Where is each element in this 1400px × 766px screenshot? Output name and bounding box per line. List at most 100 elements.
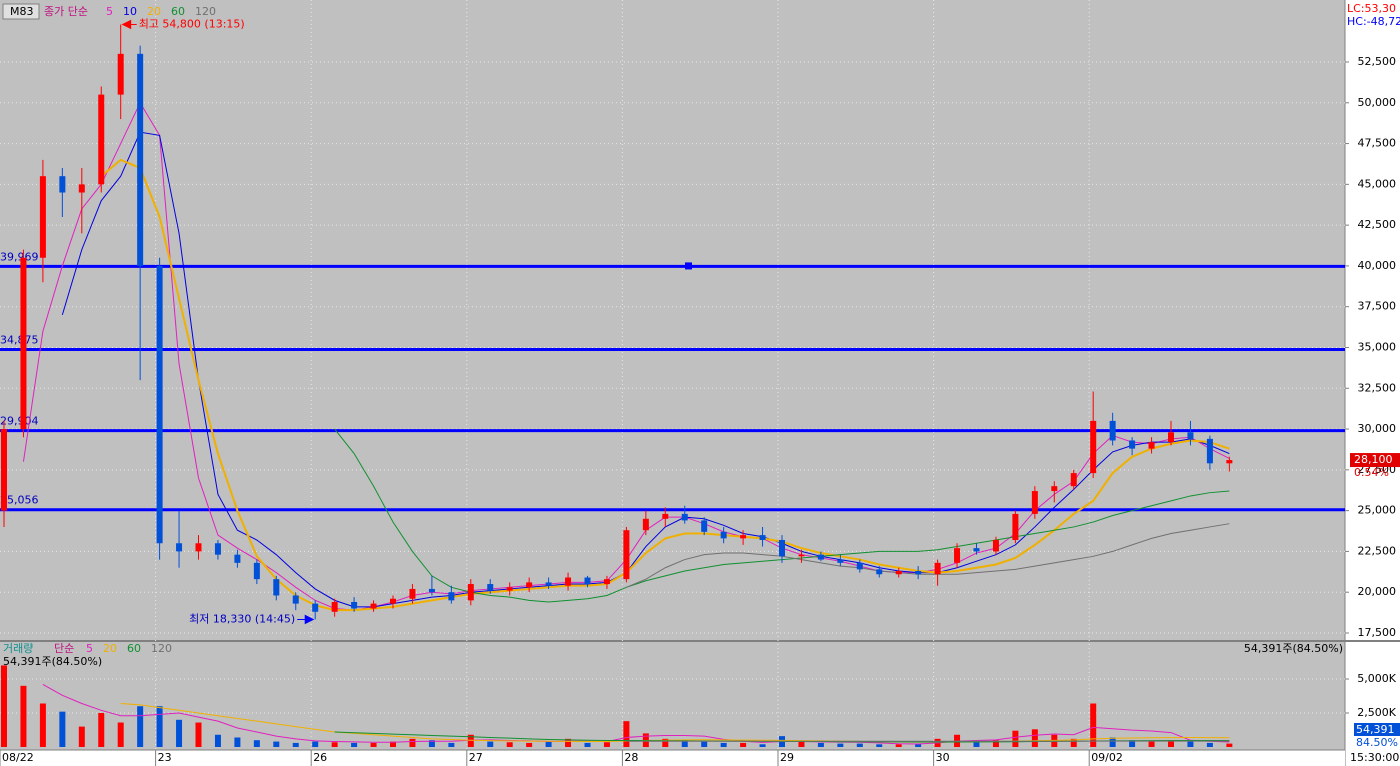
candle-body (973, 548, 980, 552)
y-tick-label: 32,500 (1358, 381, 1397, 394)
price-tag-label: 28,100 (1354, 453, 1393, 466)
y-tick-label: 52,500 (1358, 55, 1397, 68)
volume-bar (292, 742, 299, 747)
y-tick-label: 42,500 (1358, 218, 1397, 231)
volume-bar (895, 744, 902, 747)
x-tick-label: 30 (936, 751, 950, 764)
candle-body (1051, 486, 1058, 492)
volume-bar (545, 741, 552, 747)
y-tick-label: 5,000K (1357, 672, 1396, 685)
volume-bar (1031, 729, 1038, 747)
hc-label: HC:-48,72 (1347, 15, 1400, 28)
x-tick-label: 09/02 (1091, 751, 1123, 764)
candle-body (487, 584, 494, 591)
candle-body (20, 257, 27, 430)
candle-body (1206, 438, 1213, 464)
volume-bar (1148, 741, 1155, 747)
y-tick-label: 45,000 (1358, 177, 1397, 190)
volume-bar (701, 741, 708, 747)
candle-body (1148, 442, 1155, 449)
volume-bar (992, 740, 999, 747)
volume-tag-ratio: 84.50% (1356, 736, 1398, 749)
candle-body (467, 584, 474, 601)
candle-body (117, 53, 124, 95)
volume-bar (1187, 741, 1194, 747)
volume-bar (973, 741, 980, 747)
volume-legend-item: 5 (86, 642, 93, 655)
candle-body (195, 543, 202, 552)
volume-bar (331, 742, 338, 747)
volume-bar (1012, 730, 1019, 747)
volume-legend-item: 120 (151, 642, 172, 655)
volume-bar (1168, 740, 1174, 747)
candle-body (798, 554, 805, 557)
candle-body (1070, 473, 1077, 487)
volume-legend-item: 60 (127, 642, 141, 655)
volume-bar (817, 742, 824, 747)
axis-area (1345, 0, 1400, 766)
candle-body (642, 518, 649, 531)
y-tick-label: 35,000 (1358, 340, 1397, 353)
candle-body (1168, 432, 1174, 443)
volume-bar (234, 737, 241, 747)
candle-body (428, 588, 435, 593)
volume-bar (20, 685, 27, 747)
x-tick-label: 28 (624, 751, 638, 764)
volume-bar (78, 726, 85, 747)
x-tick-label: 23 (158, 751, 172, 764)
volume-legend-method: 단순 (54, 642, 74, 655)
candle-body (915, 570, 922, 575)
candle-body (565, 577, 572, 586)
volume-bar (740, 742, 747, 747)
candle-body (740, 535, 747, 539)
volume-bar (273, 741, 280, 747)
candle-body (98, 94, 105, 185)
volume-bar (720, 742, 727, 747)
candle-body (954, 548, 961, 563)
y-tick-label: 20,000 (1358, 585, 1397, 598)
candle-body (876, 569, 883, 575)
volume-bar (370, 742, 377, 747)
volume-bar (195, 722, 202, 747)
volume-bar (1090, 703, 1097, 747)
candle-body (1031, 491, 1038, 514)
level-label: 29,904 (0, 415, 39, 428)
ma-line (100, 158, 1230, 612)
candle-body (837, 559, 844, 563)
volume-bar (856, 743, 863, 747)
level-label: 25,056 (0, 494, 39, 507)
level-handle (685, 262, 692, 270)
volume-bar (351, 742, 358, 747)
candle-body (545, 582, 552, 586)
candle-body (934, 562, 941, 575)
y-tick-label: 25,000 (1358, 504, 1397, 517)
candle-body (584, 577, 591, 585)
legend-box (2, 3, 40, 20)
candle-body (623, 530, 630, 580)
volume-bar (1129, 740, 1136, 747)
volume-bar (312, 741, 319, 747)
legend-item: 10 (123, 5, 137, 18)
ma-line (61, 131, 1230, 608)
volume-tag (1354, 723, 1400, 736)
volume-bar (798, 741, 805, 747)
high-arrow (121, 19, 137, 30)
legend-item: 60 (171, 5, 185, 18)
time-label: 15:30:00 (1350, 751, 1399, 764)
volume-bar (467, 734, 474, 747)
volume-ma-line (120, 702, 1230, 743)
y-tick-label: 17,500 (1358, 626, 1397, 639)
volume-bar (759, 744, 766, 747)
candle-body (273, 579, 280, 596)
candle-body (856, 562, 863, 570)
price-tag (1350, 453, 1400, 468)
candle-body (1012, 513, 1019, 540)
volume-bar (1206, 742, 1213, 747)
candle-body (1090, 420, 1097, 474)
low-arrow (297, 614, 315, 625)
legend-item: 20 (147, 5, 161, 18)
volume-ma-line (42, 684, 1230, 745)
y-tick-label: 2,500K (1357, 706, 1396, 719)
candle-body (156, 265, 163, 544)
